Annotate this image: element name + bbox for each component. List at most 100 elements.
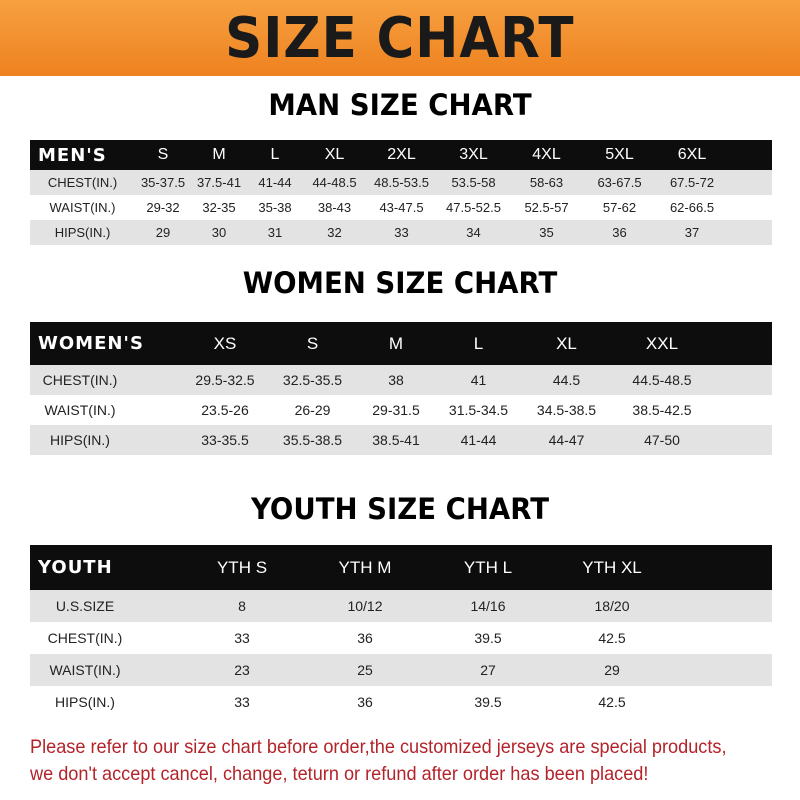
table-cell: 48.5-53.5 [374,175,429,190]
table-cell: 30 [211,225,227,240]
table-cell: 37.5-41 [196,175,242,190]
table-cell: 10/12 [347,598,383,614]
size-header-cell: XS [213,333,237,353]
row-label: CHEST(IN.) [47,630,123,646]
banner-title: SIZE CHART [225,5,575,71]
size-header-cell: S [306,333,319,353]
table-header-row: WOMEN'S XS S M L XL XXL [30,322,772,365]
table-cell: 31.5-34.5 [448,402,509,418]
row-label: HIPS(IN.) [55,694,115,710]
table-title-cell: WOMEN'S [38,333,144,354]
table-cell: 38-43 [317,200,352,215]
table-cell: 36 [357,630,373,646]
size-header-cell: XL [324,146,345,163]
row-label: WAIST(IN.) [49,200,116,215]
table-cell: 44-47 [548,432,585,448]
size-header-cell: YTH M [338,557,392,577]
table-cell: 41 [470,372,487,388]
table-cell: 37 [684,225,700,240]
table-row: CHEST(IN.) 35-37.5 37.5-41 41-44 44-48.5 48.5… [30,170,772,195]
youth-size-table: YOUTH YTH S YTH M YTH L YTH XL U.S.SIZE 8 10/12… [30,545,772,718]
table-cell: 41-44 [258,175,292,190]
order-notice: Please refer to our size chart before or… [30,734,737,788]
men-title: MAN SIZE CHART [268,88,532,122]
table-cell: 42.5 [598,630,626,646]
row-label: HIPS(IN.) [50,432,110,448]
notice-line-2: we don't accept cancel, change, teturn o… [30,763,649,785]
row-label: CHEST(IN.) [47,175,118,190]
size-header-cell: YTH S [216,557,268,577]
size-header-cell: 5XL [605,146,634,163]
table-cell: 39.5 [474,694,502,710]
size-header-cell: L [473,333,484,353]
size-header-cell: YTH L [463,557,513,577]
table-cell: 47.5-52.5 [446,200,501,215]
size-header-cell: 6XL [677,146,707,163]
table-row: CHEST(IN.) 33 36 39.5 42.5 [30,622,772,654]
table-cell: 27 [480,662,496,678]
table-row: U.S.SIZE 8 10/12 14/16 18/20 [30,590,772,622]
row-label: U.S.SIZE [55,598,115,614]
table-cell: 29-32 [146,200,180,215]
size-header-cell: XXL [645,333,679,353]
table-cell: 39.5 [474,630,502,646]
table-cell: 62-66.5 [669,200,715,215]
table-cell: 36 [357,694,373,710]
table-cell: 35.5-38.5 [282,432,343,448]
youth-title: YOUTH SIZE CHART [250,492,550,526]
table-row: WAIST(IN.) 29-32 32-35 35-38 38-43 43-47.5 47.… [30,195,772,220]
table-cell: 42.5 [598,694,626,710]
table-cell: 18/20 [594,598,630,614]
table-cell: 29 [604,662,620,678]
table-cell: 38 [388,372,404,388]
table-cell: 33 [234,630,250,646]
table-cell: 38.5-41 [372,432,420,448]
table-row: CHEST(IN.) 29.5-32.5 32.5-35.5 38 41 44.5 44.5… [30,365,772,395]
table-cell: 35 [539,225,554,240]
table-cell: 47-50 [644,432,680,448]
table-cell: 53.5-58 [451,175,496,190]
table-cell: 23 [234,662,250,678]
table-cell: 44.5-48.5 [632,372,692,388]
table-cell: 33 [394,225,409,240]
table-header-row: YOUTH YTH S YTH M YTH L YTH XL [30,545,772,590]
row-label: WAIST(IN.) [49,662,121,678]
table-cell: 36 [612,225,627,240]
table-cell: 23.5-26 [201,402,249,418]
table-cell: 58-63 [529,175,564,190]
size-header-cell: 3XL [459,146,488,163]
table-cell: 32 [327,225,342,240]
table-cell: 33-35.5 [201,432,249,448]
men-size-table: MEN'S S M L XL 2XL 3XL 4XL 5XL 6XL CHEST(IN.) 35-37… [30,140,772,245]
table-cell: 44.5 [552,372,581,388]
table-cell: 63-67.5 [597,175,642,190]
table-cell: 57-62 [602,200,637,215]
notice-line-1: Please refer to our size chart before or… [30,736,727,758]
table-cell: 34.5-38.5 [536,402,597,418]
table-cell: 38.5-42.5 [632,402,692,418]
table-row: HIPS(IN.) 33 36 39.5 42.5 [30,686,772,718]
table-cell: 31 [267,225,283,240]
table-cell: 43-47.5 [379,200,424,215]
table-cell: 32-35 [202,200,236,215]
row-label: CHEST(IN.) [42,372,118,388]
table-cell: 14/16 [470,598,506,614]
table-row: WAIST(IN.) 23 25 27 29 [30,654,772,686]
table-cell: 33 [234,694,250,710]
row-label: WAIST(IN.) [44,402,116,418]
size-header-cell: L [270,146,280,163]
size-header-cell: 2XL [387,146,416,163]
table-cell: 44-48.5 [312,175,357,190]
table-header-row: MEN'S S M L XL 2XL 3XL 4XL 5XL 6XL [30,140,772,170]
table-cell: 35-37.5 [140,175,186,190]
table-title-cell: YOUTH [38,557,113,578]
table-cell: 32.5-35.5 [282,372,343,388]
size-header-cell: 4XL [532,146,561,163]
table-row: HIPS(IN.) 29 30 31 32 33 34 35 36 37 [30,220,772,245]
table-cell: 29-31.5 [372,402,420,418]
size-header-cell: S [157,146,169,163]
table-cell: 67.5-72 [669,175,715,190]
table-cell: 35-38 [258,200,292,215]
row-label: HIPS(IN.) [54,225,111,240]
table-cell: 26-29 [294,402,331,418]
